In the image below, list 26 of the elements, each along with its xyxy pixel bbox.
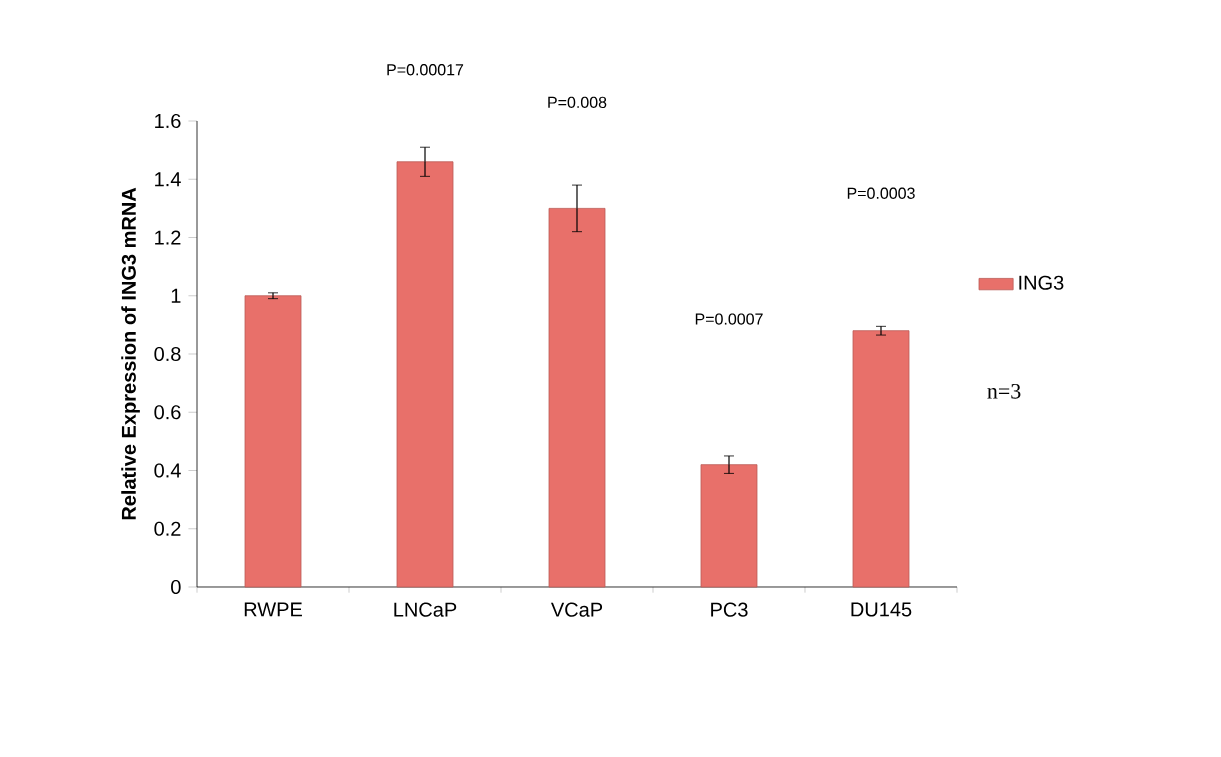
bar [548, 207, 606, 588]
y-tick-label: 0.2 [154, 521, 181, 536]
y-tick-label: 1 [171, 288, 181, 303]
y-tick-label: 0 [171, 579, 181, 595]
bar [396, 161, 454, 588]
y-axis-title: Relative Expression of ING3 mRNA [121, 187, 140, 520]
x-tick-label: PC3 [711, 602, 748, 617]
x-tick-label: DU145 [851, 602, 912, 617]
x-tick-label: VCaP [550, 602, 603, 617]
annotation: P=0.0003 [847, 187, 915, 199]
annotation: P=0.0007 [695, 313, 763, 325]
x-tick-label: LNCaP [394, 602, 457, 617]
bar [700, 464, 758, 588]
y-tick-label: 1.6 [155, 113, 181, 129]
text: P=0.008 [548, 96, 607, 109]
text: n=3 [987, 383, 1021, 399]
y-tick-label: 0.4 [154, 463, 181, 478]
legend-label: ING3 [1019, 275, 1064, 290]
x-tick-label: RWPE [244, 602, 302, 617]
text: P=0.00017 [387, 64, 464, 76]
bar [852, 330, 910, 588]
y-tick-label: 0.6 [154, 405, 181, 420]
y-tick-label: 1.4 [155, 172, 181, 187]
y-tick-label: 0.8 [154, 346, 181, 362]
y-tick-label: 1.2 [155, 230, 181, 245]
bar [244, 295, 302, 588]
